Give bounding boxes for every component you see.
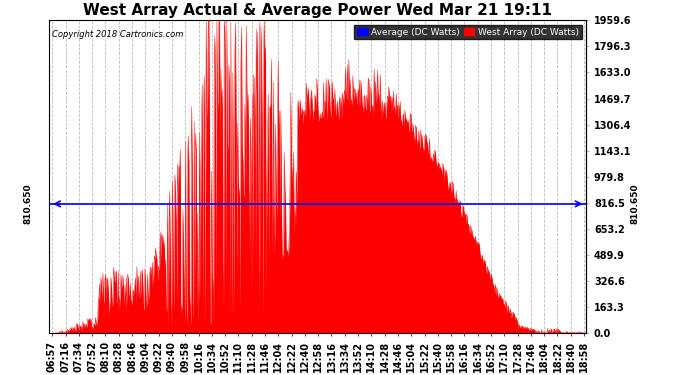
Text: 810.650: 810.650: [23, 183, 32, 224]
Text: Copyright 2018 Cartronics.com: Copyright 2018 Cartronics.com: [52, 30, 184, 39]
Title: West Array Actual & Average Power Wed Mar 21 19:11: West Array Actual & Average Power Wed Ma…: [83, 3, 552, 18]
Text: 810.650: 810.650: [630, 183, 639, 224]
Legend: Average (DC Watts), West Array (DC Watts): Average (DC Watts), West Array (DC Watts…: [354, 25, 582, 39]
